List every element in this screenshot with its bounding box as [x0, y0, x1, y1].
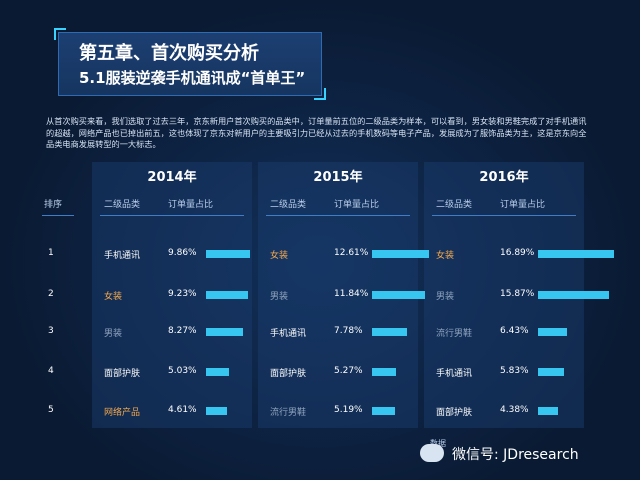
- rank-header: 排序: [44, 200, 63, 210]
- ratio-cell: 4.38%: [500, 405, 529, 415]
- header-underline-rank: [42, 215, 74, 216]
- ratio-bar: [538, 328, 567, 336]
- header-underline-2016: [432, 215, 576, 216]
- wechat-watermark: 微信号: JDresearch: [452, 447, 579, 463]
- category-cell: 流行男鞋: [270, 408, 307, 418]
- wechat-icon: [420, 444, 444, 462]
- ratio-cell: 5.19%: [334, 405, 363, 415]
- ratio-cell: 5.27%: [334, 366, 363, 376]
- ratio-header: 订单量占比: [168, 200, 214, 210]
- ratio-cell: 6.43%: [500, 326, 529, 336]
- rank-cell: 3: [48, 326, 54, 336]
- year-2016: 2016年: [479, 170, 529, 185]
- ratio-bar: [372, 328, 407, 336]
- header-underline-2014: [100, 215, 244, 216]
- ratio-bar: [538, 407, 558, 415]
- ratio-cell: 12.61%: [334, 248, 369, 258]
- category-cell: 男装: [104, 329, 123, 339]
- ratio-cell: 9.23%: [168, 289, 197, 299]
- ratio-bar: [206, 328, 243, 336]
- ratio-cell: 11.84%: [334, 289, 369, 299]
- ratio-cell: 15.87%: [500, 289, 535, 299]
- category-cell: 男装: [270, 292, 289, 302]
- category-cell: 女装: [104, 292, 123, 302]
- ratio-bar: [206, 407, 227, 415]
- ratio-cell: 9.86%: [168, 248, 197, 258]
- category-header: 二级品类: [104, 200, 141, 210]
- ratio-bar: [206, 291, 248, 299]
- category-cell: 手机通讯: [104, 251, 141, 261]
- category-header: 二级品类: [270, 200, 307, 210]
- rank-cell: 4: [48, 366, 54, 376]
- ratio-bar: [372, 250, 429, 258]
- category-cell: 手机通讯: [436, 369, 473, 379]
- ratio-cell: 5.03%: [168, 366, 197, 376]
- ratio-cell: 8.27%: [168, 326, 197, 336]
- category-cell: 面部护肤: [104, 369, 141, 379]
- intro-paragraph: 从首次购买来看，我们选取了过去三年，京东新用户首次购买的品类中，订单量前五位的二…: [46, 116, 587, 149]
- category-cell: 女装: [270, 251, 289, 261]
- ratio-bar: [372, 291, 425, 299]
- rank-cell: 5: [48, 405, 54, 415]
- category-cell: 手机通讯: [270, 329, 307, 339]
- chapter-header: 第五章、首次购买分析 5.1服装逆袭手机通讯成“首单王”: [54, 28, 326, 100]
- category-cell: 面部护肤: [270, 369, 307, 379]
- year-2014: 2014年: [147, 170, 197, 185]
- ratio-cell: 16.89%: [500, 248, 535, 258]
- rank-cell: 2: [48, 289, 54, 299]
- source-note: 数据: [430, 439, 446, 448]
- rank-cell: 1: [48, 248, 54, 258]
- ratio-bar: [372, 407, 395, 415]
- category-header: 二级品类: [436, 200, 473, 210]
- category-cell: 流行男鞋: [436, 329, 473, 339]
- ratio-bar: [206, 250, 250, 258]
- section-subtitle: 5.1服装逆袭手机通讯成“首单王”: [79, 69, 306, 87]
- category-cell: 网络产品: [104, 408, 141, 418]
- ratio-bar: [206, 368, 229, 376]
- year-2015: 2015年: [313, 170, 363, 185]
- ratio-bar: [538, 368, 564, 376]
- ratio-cell: 5.83%: [500, 366, 529, 376]
- ratio-bar: [372, 368, 396, 376]
- ratio-bar: [538, 250, 614, 258]
- ratio-bar: [538, 291, 609, 299]
- ratio-cell: 4.61%: [168, 405, 197, 415]
- chapter-title: 第五章、首次购买分析: [79, 43, 259, 64]
- ratio-cell: 7.78%: [334, 326, 363, 336]
- category-cell: 男装: [436, 292, 455, 302]
- ratio-header: 订单量占比: [500, 200, 546, 210]
- ratio-header: 订单量占比: [334, 200, 380, 210]
- header-underline-2015: [266, 215, 410, 216]
- category-cell: 面部护肤: [436, 408, 473, 418]
- category-cell: 女装: [436, 251, 455, 261]
